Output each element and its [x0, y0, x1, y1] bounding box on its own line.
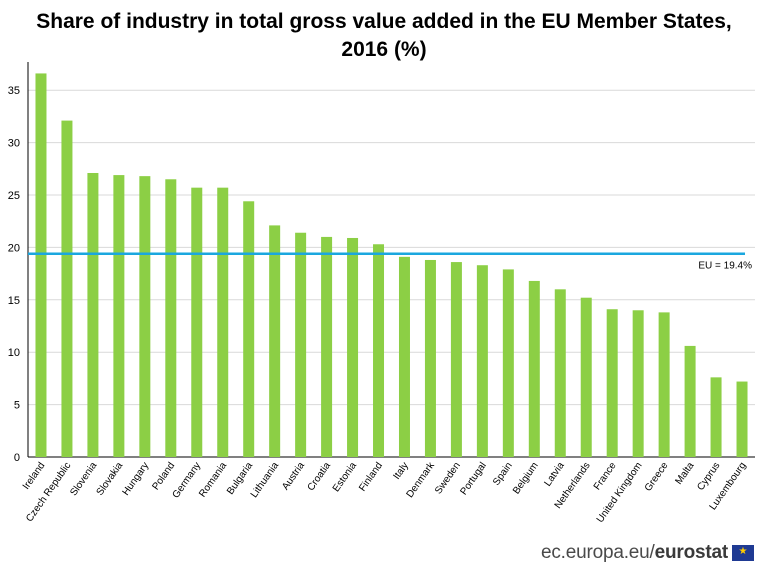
x-tick-label: Spain: [491, 460, 515, 487]
bar: [658, 312, 670, 457]
bar: [398, 256, 410, 457]
bar: [554, 289, 566, 457]
y-tick-label: 5: [14, 400, 20, 412]
bar: [295, 232, 307, 457]
x-tick-label: Greece: [643, 460, 671, 494]
x-tick-label: Italy: [391, 460, 411, 481]
eu-flag-icon: [732, 545, 754, 561]
source-prefix: ec.europa.eu/: [541, 542, 655, 563]
bar: [606, 309, 618, 457]
y-tick-label: 15: [8, 295, 20, 307]
bar: [632, 310, 644, 457]
bar: [321, 236, 333, 457]
bar: [476, 265, 488, 457]
bar: [528, 280, 540, 457]
bar: [373, 244, 385, 457]
bar: [710, 377, 722, 457]
x-tick-label: Hungary: [121, 460, 152, 497]
x-tick-label: Latvia: [542, 460, 567, 489]
bar: [684, 345, 696, 457]
bar: [191, 187, 203, 457]
bar: [113, 175, 125, 457]
x-tick-label: Denmark: [405, 460, 438, 500]
x-tick-label: France: [592, 460, 619, 492]
y-tick-label: 20: [8, 242, 20, 254]
bar: [502, 269, 514, 457]
bar: [35, 73, 47, 457]
bar: [424, 259, 436, 457]
x-tick-label: Malta: [674, 460, 697, 487]
chart-title-line1: Share of industry in total gross value a…: [36, 10, 732, 33]
bar: [269, 225, 281, 457]
x-tick-label: Croatia: [306, 460, 334, 493]
x-tick-label: Estonia: [331, 460, 359, 494]
y-tick-label: 25: [8, 190, 20, 202]
chart-title: Share of industry in total gross value a…: [0, 8, 768, 64]
y-tick-label: 35: [8, 85, 20, 97]
bar: [217, 187, 229, 457]
bar: [736, 381, 748, 457]
source-brand: eurostat: [654, 542, 729, 563]
y-tick-label: 30: [8, 138, 20, 150]
x-tick-label: Austria: [280, 460, 307, 492]
source-footer: ec.europa.eu/eurostat: [541, 542, 754, 564]
x-tick-label: Cyprus: [695, 460, 722, 492]
bar: [61, 120, 73, 457]
bar: [450, 262, 462, 457]
bar: [243, 201, 255, 457]
x-tick-label: Poland: [150, 460, 177, 492]
x-tick-label: Portugal: [458, 460, 488, 497]
x-tick-label: Finland: [357, 460, 385, 493]
bar: [347, 237, 359, 457]
x-tick-label: Ireland: [21, 460, 48, 491]
chart-title-line2: 2016 (%): [341, 38, 427, 61]
x-tick-label: Belgium: [511, 460, 541, 496]
bar: [580, 297, 592, 457]
y-tick-label: 0: [14, 452, 20, 464]
y-tick-label: 10: [8, 347, 20, 359]
bar: [139, 176, 151, 458]
bar: [87, 172, 99, 457]
eu-average-label: EU = 19.4%: [698, 261, 752, 272]
bar: [165, 179, 177, 457]
